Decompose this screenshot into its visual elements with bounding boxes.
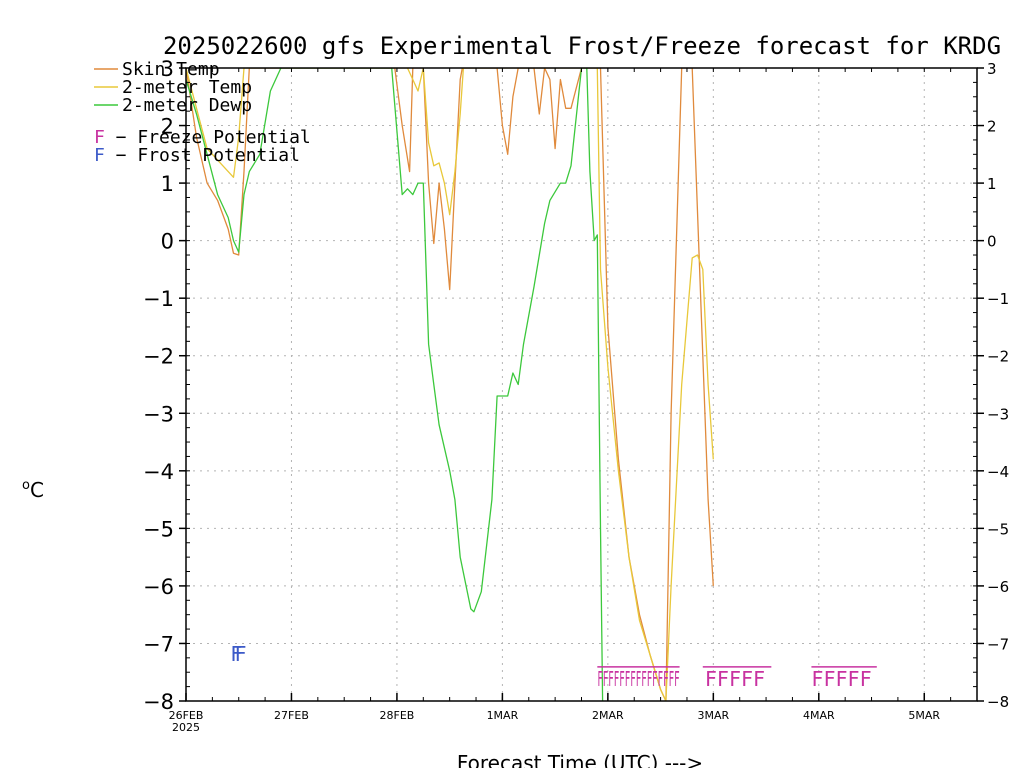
legend-freeze-potential: F − Freeze Potential bbox=[94, 127, 311, 148]
y-tick-label-right: −1 bbox=[987, 290, 1009, 308]
y-tick-label-right: −8 bbox=[987, 693, 1009, 711]
y-tick-label-right: 2 bbox=[987, 118, 997, 136]
y-tick-label-right: 1 bbox=[987, 175, 997, 193]
y-tick-label-right: −4 bbox=[987, 463, 1009, 481]
y-tick-label-left: −5 bbox=[143, 517, 174, 541]
y-tick-label-right: −5 bbox=[987, 520, 1009, 538]
y-tick-label-left: 3 bbox=[161, 57, 174, 81]
y-tick-label-left: −8 bbox=[143, 690, 174, 714]
y-tick-label-left: 2 bbox=[161, 115, 174, 139]
freeze-marker: FFFFF bbox=[811, 667, 871, 691]
series-lines bbox=[186, 68, 714, 701]
y-tick-label-right: −3 bbox=[987, 405, 1009, 423]
y-tick-label-left: −6 bbox=[143, 575, 174, 599]
series-line-skin-temp bbox=[186, 68, 714, 701]
x-tick-label: 1MAR bbox=[487, 709, 519, 722]
y-tick-label-right: 0 bbox=[987, 233, 997, 251]
chart-title: 2025022600 gfs Experimental Frost/Freeze… bbox=[163, 32, 1001, 60]
series-line-2-meter-dewp bbox=[186, 68, 604, 701]
y-tick-label-left: 1 bbox=[161, 172, 174, 196]
x-tick-label: 26FEB bbox=[169, 709, 204, 722]
x-tick-label: 3MAR bbox=[697, 709, 729, 722]
x-tick-label: 28FEB bbox=[380, 709, 415, 722]
freeze-marker: FFFFFFFFFFFFFFF bbox=[597, 667, 679, 691]
y-tick-label-right: −2 bbox=[987, 348, 1009, 366]
y-tick-label-right: −6 bbox=[987, 578, 1009, 596]
legend-label: 2-meter Dewp bbox=[122, 95, 252, 116]
grid-lines bbox=[186, 68, 977, 701]
y-axis-label: oC bbox=[22, 478, 44, 502]
y-tick-label-left: −1 bbox=[143, 287, 174, 311]
x-axis-label: Forecast Time (UTC) ---> bbox=[457, 751, 703, 768]
y-tick-label-left: −7 bbox=[143, 632, 174, 656]
y-tick-label-right: −7 bbox=[987, 635, 1009, 653]
y-tick-label-left: 0 bbox=[161, 230, 174, 254]
series-line-2-meter-temp bbox=[186, 68, 714, 701]
plot-frame bbox=[185, 67, 978, 702]
y-tick-label-left: −3 bbox=[143, 402, 174, 426]
frost-marker: F bbox=[230, 642, 242, 666]
y-tick-label-right: 3 bbox=[987, 60, 997, 78]
frost-marker: F bbox=[235, 642, 247, 666]
y-tick-label-left: −2 bbox=[143, 345, 174, 369]
x-tick-label: 27FEB bbox=[274, 709, 309, 722]
freeze-marker: FFFFF bbox=[705, 667, 765, 691]
y-tick-label-left: −4 bbox=[143, 460, 174, 484]
y-axis-right: 3 2 1 0 −1 −2 −3 −4 −5 −6 −7 −8 bbox=[973, 60, 1009, 711]
legend-label: 2-meter Temp bbox=[122, 77, 252, 98]
x-tick-label: 4MAR bbox=[803, 709, 835, 722]
x-tick-label: 2MAR bbox=[592, 709, 624, 722]
legend-frost-potential: F − Frost Potential bbox=[94, 145, 300, 166]
x-tick-label: 5MAR bbox=[908, 709, 940, 722]
x-tick-sublabel: 2025 bbox=[172, 721, 200, 734]
y-axis-left: 3 2 1 0 −1 −2 −3 −4 −5 −6 −7 −8 bbox=[143, 57, 190, 714]
legend-label: Skin Temp bbox=[122, 59, 220, 80]
